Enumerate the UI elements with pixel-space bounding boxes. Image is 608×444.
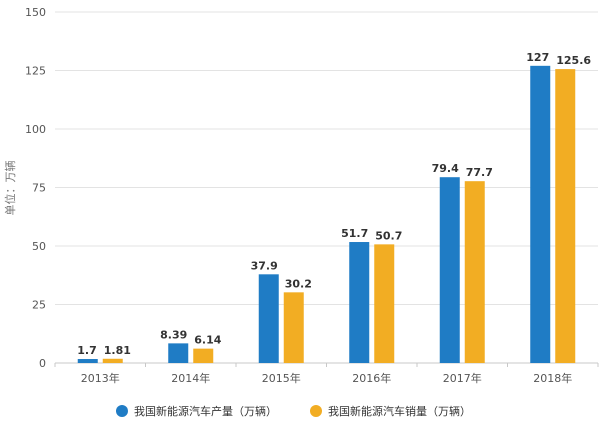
bar-sales [555, 69, 576, 363]
data-label: 50.7 [375, 229, 402, 242]
bars [77, 65, 576, 363]
bar-sales [283, 292, 304, 363]
x-tick-label: 2017年 [443, 371, 482, 385]
bar-sales [193, 348, 214, 363]
y-tick-label: 50 [32, 240, 46, 253]
bar-sales [464, 181, 485, 363]
x-tick-label: 2014年 [171, 371, 210, 385]
data-label: 1.81 [104, 344, 131, 357]
data-label: 127 [526, 51, 549, 64]
data-label: 6.14 [194, 334, 221, 347]
data-label: 37.9 [251, 259, 278, 272]
data-labels: 1.7 1.81 8.39 6.14 37.9 30.2 51.7 50.7 79.4 77.7 1… [77, 51, 591, 357]
data-label: 51.7 [341, 227, 368, 240]
data-label: 1.7 [77, 344, 97, 357]
bar-sales [374, 244, 395, 363]
x-tick-label: 2013年 [81, 371, 120, 385]
legend-marker [116, 405, 128, 417]
y-tick-label: 25 [32, 299, 46, 312]
grid-lines [55, 11, 598, 305]
y-axis-ticks: 0 25 50 75 100 125 150 [25, 6, 46, 370]
bar-production [168, 343, 189, 363]
x-tick-label: 2015年 [262, 371, 301, 385]
bar-production [77, 359, 98, 363]
data-label: 125.6 [556, 54, 591, 67]
bar-sales [102, 358, 123, 363]
x-axis-ticks: 2013年 2014年 2015年 2016年 2017年 2018年 [54, 363, 599, 385]
legend-marker [310, 405, 322, 417]
data-label: 79.4 [432, 162, 459, 175]
y-tick-label: 0 [39, 357, 46, 370]
data-label: 30.2 [285, 277, 312, 290]
y-tick-label: 150 [25, 6, 46, 19]
x-tick-label: 2016年 [352, 371, 391, 385]
data-label: 77.7 [466, 166, 493, 179]
y-tick-label: 125 [25, 65, 46, 78]
data-label: 8.39 [160, 328, 187, 341]
legend-label: 我国新能源汽车销量（万辆） [328, 404, 471, 418]
legend-label: 我国新能源汽车产量（万辆） [134, 404, 277, 418]
legend: 我国新能源汽车产量（万辆） 我国新能源汽车销量（万辆） [116, 404, 471, 418]
bar-production [349, 242, 370, 363]
y-tick-label: 75 [32, 182, 46, 195]
y-tick-label: 100 [25, 123, 46, 136]
bar-production [439, 177, 460, 363]
bar-production [258, 274, 279, 363]
y-axis-label: 单位：万辆 [3, 161, 17, 216]
x-tick-label: 2018年 [533, 371, 572, 385]
bar-production [530, 65, 551, 363]
